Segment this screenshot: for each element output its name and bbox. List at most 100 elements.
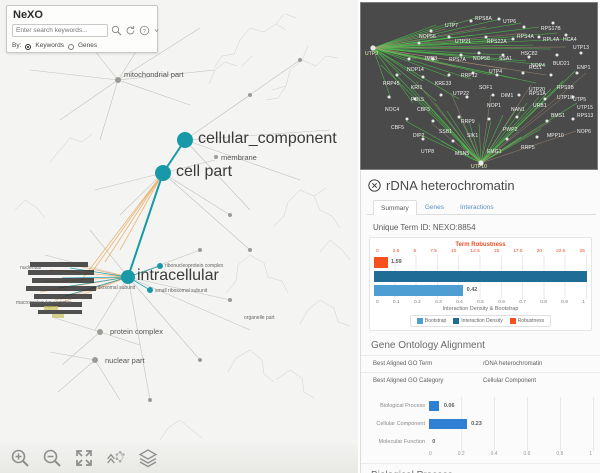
tree-node-label-mitochondrial-part[interactable]: mitochondrial part bbox=[124, 70, 184, 79]
gene-node-label[interactable]: NOP6 bbox=[577, 129, 592, 135]
bar-interaction-density[interactable] bbox=[374, 271, 587, 282]
gene-node-label[interactable]: NAN1 bbox=[511, 107, 525, 113]
radio-keywords[interactable] bbox=[25, 43, 32, 50]
gene-node-label[interactable]: NOP56 bbox=[419, 34, 436, 40]
legend-item-robustness[interactable]: Robustness bbox=[509, 318, 544, 324]
gene-node-label[interactable]: UTP5 bbox=[573, 97, 587, 103]
gene-node-label[interactable]: UTP18 bbox=[557, 95, 574, 101]
gene-node-label[interactable]: RRP9 bbox=[461, 119, 475, 125]
gene-node-label[interactable]: UTP22 bbox=[453, 91, 470, 97]
tree-node-label-small-ribosomal-subunit[interactable]: small ribosomal subunit bbox=[155, 288, 208, 294]
legend-item-interaction-density[interactable]: Interaction Density bbox=[453, 318, 503, 324]
gene-node-label[interactable]: NOP1 bbox=[487, 103, 502, 109]
gene-node-label[interactable]: PWP2 bbox=[503, 127, 518, 133]
gene-node-label[interactable]: HSC82 bbox=[521, 51, 538, 57]
gene-node-label[interactable]: UTP9 bbox=[365, 51, 379, 57]
gene-node-label[interactable]: HCA4 bbox=[563, 37, 577, 43]
tree-node-label-membrane[interactable]: membrane bbox=[221, 153, 257, 162]
tree-graph[interactable] bbox=[0, 0, 358, 473]
ontology-tree-view[interactable]: cellular_component cell part intracellul… bbox=[0, 0, 358, 473]
view-toolbar[interactable] bbox=[0, 443, 358, 473]
gene-node-label[interactable]: SSA1 bbox=[499, 56, 513, 62]
gene-node-label[interactable]: NOP14 bbox=[407, 67, 424, 73]
gene-node-label[interactable]: RRP5 bbox=[521, 145, 535, 151]
gene-node-label[interactable]: RPS7A bbox=[449, 57, 466, 63]
gene-node-label-hub[interactable]: UTP10 bbox=[471, 164, 488, 170]
gene-node-label[interactable]: SSB1 bbox=[439, 129, 453, 135]
gene-node-label[interactable]: MSN5 bbox=[455, 151, 470, 157]
go-bar-biological-process[interactable] bbox=[429, 401, 439, 411]
gene-node-label[interactable]: BUD21 bbox=[553, 61, 570, 67]
gene-node-label[interactable]: UTP4 bbox=[489, 69, 503, 75]
gene-node-label[interactable]: RPS17B bbox=[541, 26, 561, 32]
gene-node-label[interactable]: MPP10 bbox=[547, 133, 564, 139]
gene-node-label[interactable]: DIP2 bbox=[413, 133, 425, 139]
gene-node-label[interactable]: RRP12 bbox=[461, 73, 478, 79]
fit-to-screen-icon[interactable] bbox=[74, 448, 94, 468]
tree-node-label-nucleolus[interactable]: nucleolus bbox=[20, 265, 42, 271]
chevron-down-icon[interactable] bbox=[153, 25, 160, 36]
gene-node-label[interactable]: URB1 bbox=[533, 103, 547, 109]
tree-node-label-ribosomal-subunit[interactable]: ribosomal subunit bbox=[96, 285, 136, 291]
gene-node-label[interactable]: RPS4A bbox=[517, 34, 534, 40]
tree-node-label-nuclear-part[interactable]: nuclear part bbox=[105, 356, 145, 365]
tab-genes[interactable]: Genes bbox=[424, 204, 444, 211]
zoom-in-icon[interactable] bbox=[10, 448, 30, 468]
tree-node-label-ribonucleoprotein-complex[interactable]: ribonucleoprotein complex bbox=[165, 263, 224, 269]
gene-node-label[interactable]: UTP13 bbox=[573, 45, 590, 51]
layers-icon[interactable] bbox=[138, 448, 158, 468]
gene-node-label[interactable]: SOF1 bbox=[479, 85, 493, 91]
gene-node-label[interactable]: UTP15 bbox=[577, 105, 594, 111]
bar-robustness[interactable] bbox=[374, 257, 388, 268]
gene-node-label[interactable]: SIK1 bbox=[467, 133, 479, 139]
tree-node-label-protein-complex[interactable]: protein complex bbox=[110, 327, 163, 336]
gene-node-label[interactable]: UTP7 bbox=[445, 23, 459, 29]
gene-node-label[interactable]: UTP8 bbox=[421, 149, 435, 155]
gene-node-label[interactable]: NOC4 bbox=[385, 107, 400, 113]
tab-summary[interactable]: Summary bbox=[373, 200, 417, 215]
gene-node-label[interactable]: CBF5 bbox=[417, 107, 431, 113]
go-bar-cellular-component[interactable] bbox=[429, 419, 467, 429]
gene-node-label[interactable]: UTP21 bbox=[455, 39, 472, 45]
gene-node-label[interactable]: CBF5 bbox=[391, 125, 405, 131]
gene-node-label[interactable]: ENP1 bbox=[577, 65, 591, 71]
gene-node-label[interactable]: NOP4 bbox=[531, 63, 546, 69]
radio-genes-label[interactable]: Genes bbox=[77, 42, 98, 49]
search-panel[interactable]: NeXO ? By: bbox=[6, 5, 160, 53]
bar-bootstrap[interactable] bbox=[374, 285, 464, 296]
gene-node-label[interactable]: RPS1A bbox=[529, 91, 546, 97]
gene-interaction-network[interactable]: UTP9 NOP56 UTP7 RPS8A UTP6 RPS17B UTP21 … bbox=[360, 2, 598, 170]
legend-item-bootstrap[interactable]: Bootstrap bbox=[416, 318, 446, 324]
tree-node-label-cellular-component[interactable]: cellular_component bbox=[198, 130, 337, 147]
collapse-icon[interactable] bbox=[106, 448, 126, 468]
search-icon[interactable] bbox=[111, 25, 122, 36]
gene-node-label[interactable]: BMS1 bbox=[551, 113, 566, 119]
gene-node-label[interactable]: RCL1 bbox=[529, 65, 543, 71]
tree-node-label-organelle-part[interactable]: organelle part bbox=[244, 315, 275, 321]
refresh-icon[interactable] bbox=[125, 25, 136, 36]
search-input[interactable] bbox=[12, 24, 108, 37]
close-circle-icon[interactable] bbox=[368, 179, 381, 192]
gene-node-label[interactable]: RPL4A bbox=[543, 37, 560, 43]
gene-node-label[interactable]: RPS22A bbox=[487, 39, 507, 45]
gene-node-label[interactable]: RPS9B bbox=[557, 85, 574, 91]
gene-node-label[interactable]: EMG1 bbox=[487, 149, 502, 155]
gene-node-label[interactable]: RPS8A bbox=[475, 16, 492, 22]
gene-node-label[interactable]: UTP20 bbox=[529, 87, 546, 93]
gene-node-label[interactable]: RRP45 bbox=[383, 81, 400, 87]
gene-node-label[interactable]: KRE33 bbox=[435, 81, 452, 87]
tree-node-label-cell-part[interactable]: cell part bbox=[176, 163, 233, 180]
gene-node-label[interactable]: DIM1 bbox=[501, 93, 514, 99]
detail-tabs[interactable]: Summary Genes Interactions bbox=[367, 199, 596, 215]
gene-node-label[interactable]: NOP58 bbox=[473, 56, 490, 62]
gene-node-label[interactable]: UTP6 bbox=[503, 19, 517, 25]
gene-node-label[interactable]: POL5 bbox=[411, 97, 425, 103]
radio-genes[interactable] bbox=[67, 43, 74, 50]
radio-keywords-label[interactable]: Keywords bbox=[35, 42, 64, 49]
gene-node-label[interactable]: IMP3 bbox=[425, 56, 438, 62]
network-graph[interactable] bbox=[361, 3, 598, 170]
gene-node-label[interactable]: KRI1 bbox=[411, 85, 423, 91]
help-icon[interactable]: ? bbox=[139, 25, 150, 36]
tree-node-label-macromolecular-complex[interactable]: macromolecular complex bbox=[16, 300, 72, 306]
zoom-out-icon[interactable] bbox=[42, 448, 62, 468]
